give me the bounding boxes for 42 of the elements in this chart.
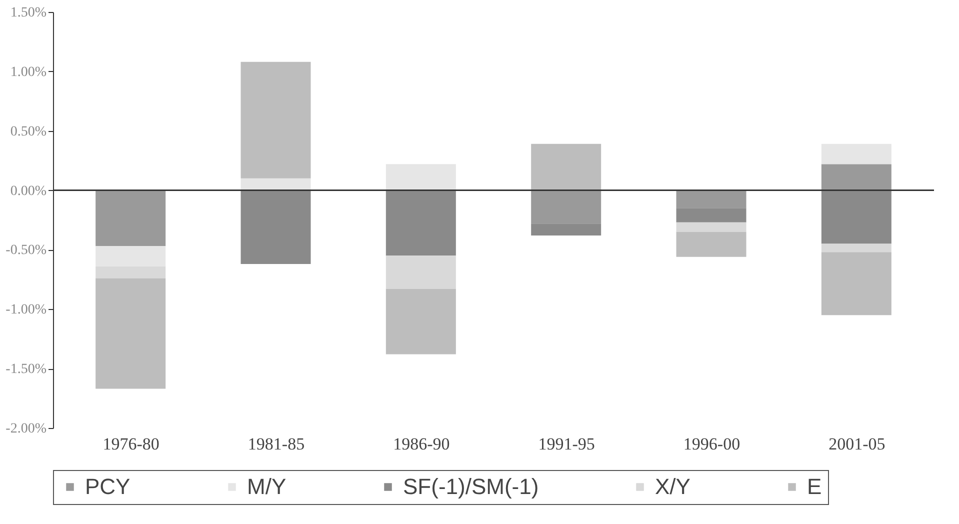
y-tick-label: 1.00% [10, 64, 47, 80]
x-tick-label: 1986-90 [393, 434, 450, 454]
bar [531, 144, 602, 190]
x-tick-label: 1996-00 [683, 434, 740, 454]
x-tick-label: 1991-95 [538, 434, 595, 454]
bar [821, 190, 892, 244]
bar [240, 178, 311, 190]
legend-label: X/Y [655, 474, 691, 499]
bar [386, 190, 456, 256]
x-tick-label: 2001-05 [828, 434, 886, 454]
legend-label: SF(-1)/SM(-1) [403, 474, 539, 499]
legend-label: PCY [85, 474, 131, 499]
bar [96, 266, 166, 278]
bar [676, 222, 746, 232]
y-tick-label: -2.00% [6, 422, 47, 436]
bar [821, 144, 892, 164]
x-tick-label: 1976-80 [102, 434, 160, 454]
bar [240, 190, 311, 264]
bar [386, 256, 456, 289]
legend-label: E [807, 474, 822, 499]
bar [386, 164, 456, 190]
bar [96, 278, 166, 389]
y-tick-label: 0.50% [10, 124, 47, 140]
bar [386, 288, 456, 354]
y-tick-label: -1.00% [6, 302, 47, 318]
bar [531, 190, 602, 224]
bar [821, 252, 892, 316]
bar [96, 246, 166, 266]
bar [531, 224, 602, 236]
x-tick-label: 1981-85 [248, 434, 305, 454]
bar [676, 232, 746, 257]
bar [96, 190, 166, 246]
y-tick-label: -1.50% [6, 362, 47, 378]
bar [240, 62, 311, 178]
y-tick-label: 1.50% [10, 6, 47, 20]
bar [676, 208, 746, 222]
y-tick-label: -0.50% [6, 243, 47, 258]
bar [821, 244, 892, 252]
bar [821, 164, 892, 190]
y-tick-label: 0.00% [10, 184, 47, 199]
legend-label: M/Y [247, 474, 286, 499]
bar [676, 190, 746, 208]
